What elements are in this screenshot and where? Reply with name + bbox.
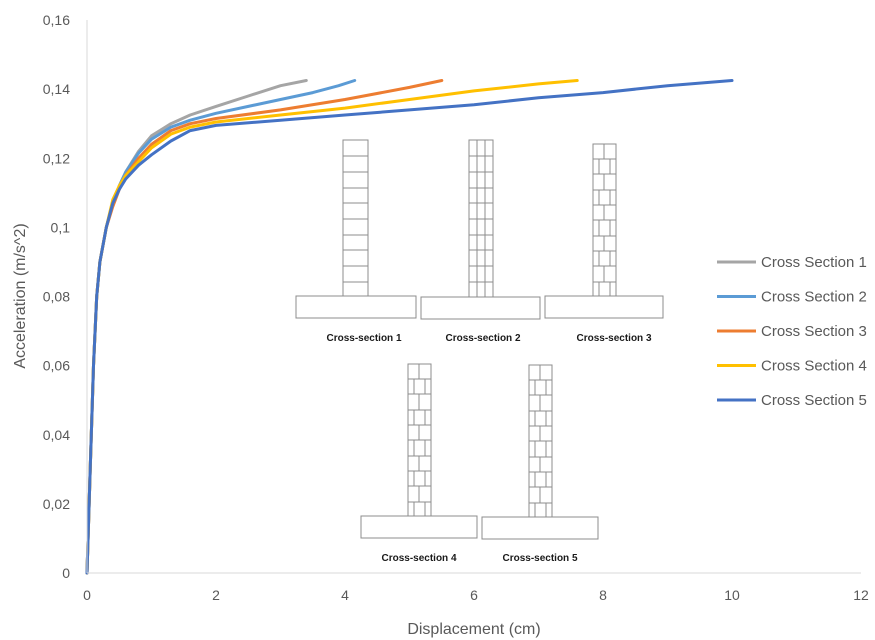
x-axis-title: Displacement (cm)	[407, 621, 540, 638]
cross-section-inset: Cross-section 1 Cross-section 2 Cross-se…	[295, 139, 664, 564]
x-tick-label: 2	[212, 587, 220, 603]
y-tick-label: 0,1	[51, 219, 71, 235]
y-tick-labels: 0 0,02 0,04 0,06 0,08 0,1 0,12 0,14 0,16	[43, 12, 70, 581]
legend-label: Cross Section 5	[761, 392, 867, 409]
legend-label: Cross Section 4	[761, 358, 867, 375]
y-axis-title: Acceleration (m/s^2)	[12, 223, 29, 368]
plot-lines	[85, 79, 734, 575]
y-tick-label: 0,02	[43, 496, 70, 512]
legend-label: Cross Section 3	[761, 323, 867, 340]
cross-section-4-drawing	[360, 363, 478, 539]
series-line-cross-section-3	[85, 79, 444, 575]
legend: Cross Section 1 Cross Section 2 Cross Sect…	[717, 254, 867, 409]
cross-section-2-caption: Cross-section 2	[445, 333, 520, 344]
cross-section-1-caption: Cross-section 1	[326, 333, 401, 344]
axes	[86, 20, 861, 574]
y-tick-label: 0,14	[43, 81, 70, 97]
cross-section-4-caption: Cross-section 4	[381, 553, 456, 564]
x-tick-label: 4	[341, 587, 349, 603]
cross-section-1-drawing	[295, 139, 417, 319]
series-line-cross-section-5	[85, 79, 734, 575]
y-tick-label: 0,12	[43, 150, 70, 166]
y-tick-label: 0,04	[43, 427, 70, 443]
y-tick-label: 0,08	[43, 289, 70, 305]
x-tick-label: 12	[853, 587, 869, 603]
x-tick-label: 8	[599, 587, 607, 603]
series-line-cross-section-2	[85, 79, 357, 575]
y-tick-label: 0,06	[43, 358, 70, 374]
y-tick-label: 0	[62, 565, 70, 581]
x-tick-label: 10	[724, 587, 740, 603]
legend-label: Cross Section 2	[761, 289, 867, 306]
legend-label: Cross Section 1	[761, 254, 867, 271]
cross-section-5-caption: Cross-section 5	[502, 553, 577, 564]
x-tick-label: 0	[83, 587, 91, 603]
series-line-cross-section-1	[85, 79, 308, 575]
cross-section-3-caption: Cross-section 3	[576, 333, 651, 344]
cross-section-2-drawing	[420, 139, 541, 320]
cross-section-5-drawing	[481, 364, 599, 540]
y-tick-label: 0,16	[43, 12, 70, 28]
x-tick-labels: 0 2 4 6 8 10 12	[83, 587, 869, 603]
series-line-cross-section-4	[85, 79, 579, 575]
x-tick-label: 6	[470, 587, 478, 603]
cross-section-3-drawing	[544, 143, 664, 319]
